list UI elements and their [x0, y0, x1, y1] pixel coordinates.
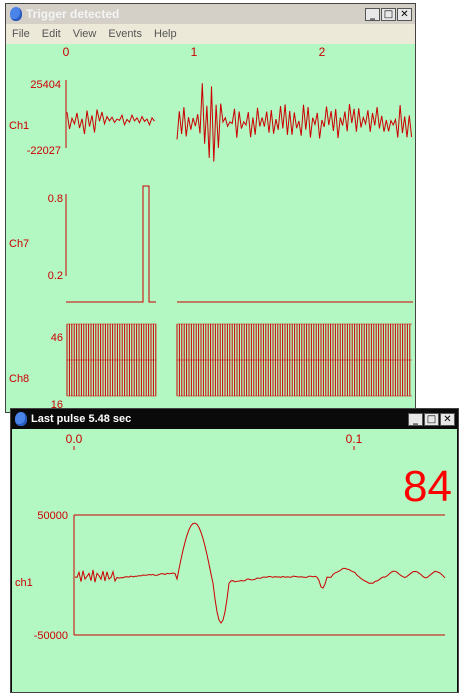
close-icon[interactable]: ✕ [397, 7, 412, 21]
close-icon[interactable]: ✕ [440, 412, 455, 426]
ch1-trace-segment-1 [66, 109, 155, 135]
ch7-pulse-trace [66, 185, 156, 303]
ch1-trace-segment-2 [176, 83, 413, 162]
app-icon [15, 412, 27, 426]
ch1-name-label: Ch1 [9, 120, 29, 132]
menu-file[interactable]: File [12, 28, 30, 40]
window-title: Last pulse 5.48 sec [31, 413, 132, 425]
maximize-icon[interactable]: □ [381, 7, 396, 21]
menu-view[interactable]: View [72, 28, 97, 40]
pulse-time-tick-1: 0.1 [346, 432, 363, 446]
time-tick-2: 2 [319, 45, 326, 59]
minimize-icon[interactable]: _ [365, 7, 380, 21]
ch7-min-label: 0.2 [48, 270, 63, 282]
ch8-name-label: Ch8 [9, 373, 29, 385]
menu-help[interactable]: Help [154, 28, 177, 40]
ch7-name-label: Ch7 [9, 238, 29, 250]
pulse-count: 84 [403, 462, 452, 511]
ch1-max-label: 50000 [37, 510, 68, 522]
minimize-icon[interactable]: _ [408, 412, 423, 426]
menu-events[interactable]: Events [108, 28, 142, 40]
time-tick-0: 0 [63, 45, 70, 59]
ch1-min-label: -50000 [34, 630, 68, 642]
last-pulse-window: Last pulse 5.48 sec _ □ ✕ 0.0 0.1 84 500… [10, 408, 459, 693]
app-icon [10, 7, 22, 21]
menu-bar: File Edit View Events Help [6, 24, 415, 44]
ch1-name-label: ch1 [15, 577, 33, 589]
trigger-plot-area: 0 1 2 25404 Ch1 -22027 0.8 Ch7 0.2 46 Ch… [6, 44, 415, 412]
pulse-time-tick-0: 0.0 [66, 432, 83, 446]
time-tick-1: 1 [191, 45, 198, 59]
ch7-max-label: 0.8 [48, 193, 63, 205]
ch1-min-label: -22027 [27, 145, 61, 157]
ch1-max-label: 25404 [30, 79, 61, 91]
window-title: Trigger detected [26, 7, 120, 21]
maximize-icon[interactable]: □ [424, 412, 439, 426]
trigger-window: Trigger detected _ □ ✕ File Edit View Ev… [5, 3, 416, 413]
last-pulse-window-titlebar[interactable]: Last pulse 5.48 sec _ □ ✕ [11, 409, 458, 429]
pulse-waveform [74, 522, 446, 624]
pulse-plot-area: 0.0 0.1 84 50000 ch1 -50000 [12, 429, 457, 692]
ch8-trace [66, 323, 412, 397]
trigger-window-titlebar[interactable]: Trigger detected _ □ ✕ [6, 4, 415, 24]
ch8-max-label: 46 [51, 332, 63, 344]
menu-edit[interactable]: Edit [41, 28, 61, 40]
